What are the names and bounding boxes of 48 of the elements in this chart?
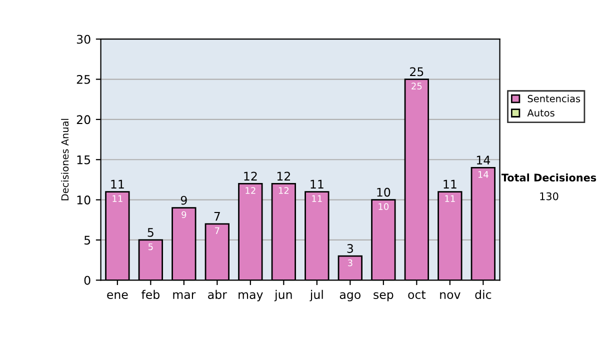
y-tick-label: 15 <box>77 156 90 164</box>
total-label: 5 <box>148 228 154 237</box>
total-label: 9 <box>180 196 187 205</box>
x-tick-label: oct <box>408 290 426 300</box>
y-tick-label: 25 <box>76 75 90 84</box>
total-label: 11 <box>111 180 124 189</box>
data-label: 10 <box>378 203 389 210</box>
total-label: 14 <box>476 156 490 164</box>
data-label: 25 <box>412 82 422 90</box>
total-label: 10 <box>377 188 390 197</box>
y-axis-title: Decisiones Anual <box>61 118 69 200</box>
data-label: 11 <box>312 195 322 202</box>
total-label: 25 <box>410 67 424 76</box>
x-tick-label: jul <box>310 290 323 302</box>
x-tick-label: sep <box>374 292 394 302</box>
data-label: 14 <box>478 171 488 178</box>
data-label: 3 <box>348 259 352 266</box>
data-label: 11 <box>445 195 455 202</box>
x-tick-label: ene <box>107 292 128 300</box>
x-tick-label: may <box>238 292 263 302</box>
y-tick-label: 30 <box>76 34 90 44</box>
text: 130 <box>540 192 558 200</box>
total-label: 3 <box>347 244 353 253</box>
y-tick-label: 0 <box>84 276 90 285</box>
legend-label: Autos <box>527 109 554 117</box>
text: Total Decisiones <box>501 173 596 182</box>
total-label: 11 <box>444 180 456 189</box>
x-tick-label: mar <box>173 292 196 300</box>
data-label: 12 <box>278 187 289 194</box>
data-label: 9 <box>182 211 186 218</box>
data-label: 12 <box>246 187 256 194</box>
x-tick-label: dic <box>475 290 492 300</box>
data-label: 5 <box>148 243 153 250</box>
x-tick-label: abr <box>208 290 227 300</box>
y-tick-label: 20 <box>76 115 90 124</box>
x-tick-label: jun <box>274 290 292 302</box>
total-label: 12 <box>277 172 290 180</box>
y-tick-label: 5 <box>84 236 90 245</box>
data-label: 11 <box>112 195 122 202</box>
data-label: 7 <box>215 227 220 234</box>
total-label: 7 <box>214 212 220 221</box>
x-tick-label: feb <box>141 290 160 300</box>
total-label: 12 <box>244 172 257 180</box>
x-tick-label: nov <box>440 292 460 300</box>
x-tick-label: ago <box>340 292 361 302</box>
legend-label: Sentencias <box>528 94 580 102</box>
y-tick-label: 10 <box>77 196 90 204</box>
total-label: 11 <box>310 180 324 189</box>
